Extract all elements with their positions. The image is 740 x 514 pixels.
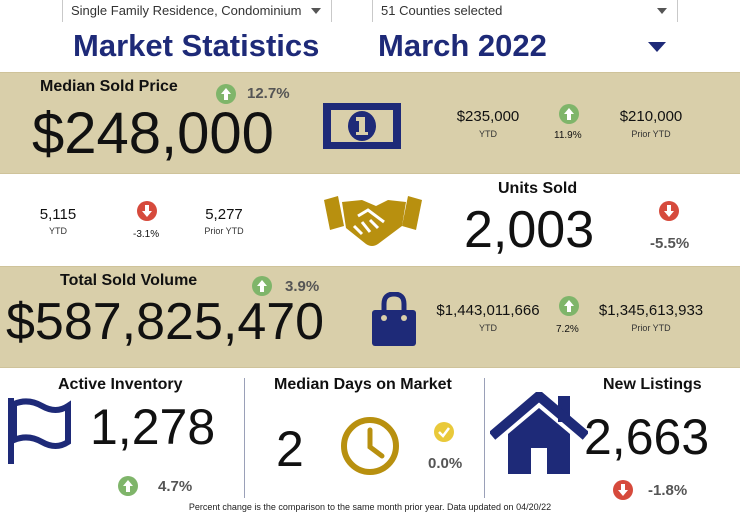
units-sold-change: -5.5% [650, 235, 690, 252]
units-ytd-value: 5,115 [39, 206, 77, 223]
panel-divider [244, 378, 245, 498]
total-volume-ytd-value: $1,443,011,666 [436, 302, 540, 319]
chevron-down-icon [311, 8, 321, 14]
median-days-label: Median Days on Market [274, 376, 452, 393]
active-inventory-label: Active Inventory [58, 376, 183, 393]
new-listings-label: New Listings [603, 376, 702, 393]
active-inventory-value: 1,278 [90, 399, 216, 455]
period-selector[interactable]: March 2022 [378, 28, 547, 63]
units-sold-value: 2,003 [464, 201, 595, 259]
property-type-value: Single Family Residence, Condominium [71, 3, 302, 18]
median-price-change: 12.7% [247, 85, 290, 102]
flag-icon [8, 398, 72, 469]
median-price-value: $248,000 [32, 101, 274, 166]
median-days-value: 2 [276, 421, 304, 477]
shopping-bag-icon [370, 291, 418, 353]
panel-divider [484, 378, 485, 498]
money-bill-icon [322, 102, 402, 155]
new-listings-value: 2,663 [584, 409, 710, 465]
total-volume-label: Total Sold Volume [60, 272, 198, 289]
total-volume-ytd-label: YTD [479, 323, 497, 333]
arrow-down-icon [137, 201, 157, 221]
arrow-up-icon [216, 84, 236, 104]
counties-dropdown[interactable]: 51 Counties selected [372, 0, 678, 22]
handshake-icon [322, 192, 424, 255]
median-price-ytd-label: YTD [479, 129, 497, 139]
total-volume-change: 3.9% [285, 278, 320, 295]
arrow-up-icon [118, 476, 138, 496]
units-ytd-label: YTD [49, 226, 67, 236]
period-dropdown-icon[interactable] [648, 42, 666, 52]
units-sold-label: Units Sold [498, 180, 578, 197]
chevron-down-icon [657, 8, 667, 14]
arrow-up-icon [559, 296, 579, 316]
median-price-ytd-change: 11.9% [554, 130, 582, 141]
property-type-dropdown[interactable]: Single Family Residence, Condominium [62, 0, 332, 22]
median-sold-price-label: Median Sold Price [40, 78, 178, 95]
median-days-change: 0.0% [428, 455, 463, 472]
total-volume-value: $587,825,470 [6, 293, 325, 351]
median-price-prior-value: $210,000 [619, 108, 683, 125]
active-inventory-change: 4.7% [158, 478, 193, 495]
total-volume-ytd-change: 7.2% [556, 324, 579, 335]
total-volume-panel [0, 266, 740, 368]
arrow-down-icon [659, 201, 679, 221]
arrow-up-icon [252, 276, 272, 296]
check-icon [434, 422, 454, 442]
page-title: Market Statistics [73, 28, 320, 63]
arrow-up-icon [559, 104, 579, 124]
units-ytd-change: -3.1% [133, 229, 160, 240]
total-volume-prior-label: Prior YTD [631, 323, 671, 333]
total-volume-prior-value: $1,345,613,933 [598, 302, 704, 319]
new-listings-change: -1.8% [648, 482, 688, 499]
units-prior-value: 5,277 [205, 206, 243, 223]
clock-icon [340, 416, 400, 481]
counties-value: 51 Counties selected [381, 3, 503, 18]
units-prior-label: Prior YTD [204, 226, 244, 236]
median-price-prior-label: Prior YTD [631, 129, 671, 139]
arrow-down-icon [613, 480, 633, 500]
median-price-ytd-value: $235,000 [456, 108, 520, 125]
footer-note: Percent change is the comparison to the … [188, 502, 552, 512]
house-icon [488, 389, 590, 481]
